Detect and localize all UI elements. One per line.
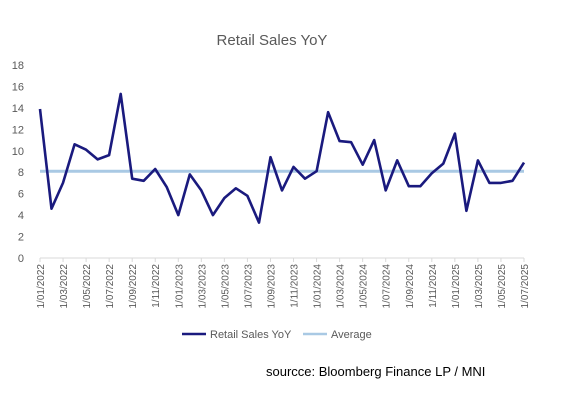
x-tick-label: 1/09/2023: [266, 264, 277, 309]
x-tick-label: 1/05/2025: [497, 264, 508, 309]
plot-series: [38, 92, 526, 224]
y-tick-label: 10: [12, 146, 24, 158]
y-tick-label: 6: [18, 189, 24, 201]
x-tick-label: 1/03/2023: [197, 264, 208, 309]
x-tick-label: 1/05/2023: [220, 264, 231, 309]
y-tick-label: 14: [12, 103, 24, 115]
x-tick-label: 1/03/2025: [474, 264, 485, 309]
x-tick-label: 1/11/2024: [428, 264, 439, 308]
x-tick-label: 1/11/2023: [290, 264, 301, 308]
x-axis: 1/01/2022 1/03/2022 1/05/2022 1/07/2022 1/09…: [36, 258, 531, 309]
legend-label-retail-sales: Retail Sales YoY: [210, 329, 292, 341]
x-tick-label: 1/01/2022: [36, 264, 47, 309]
x-tick-label: 1/11/2022: [151, 264, 162, 308]
y-tick-label: 18: [12, 60, 24, 72]
y-tick-label: 0: [18, 253, 24, 265]
x-tick-label: 1/05/2022: [82, 264, 93, 309]
source-note: sourcce: Bloomberg Finance LP / MNI: [266, 364, 486, 379]
legend: Retail Sales YoY Average: [182, 329, 372, 341]
y-tick-label: 8: [18, 167, 24, 179]
y-tick-label: 4: [18, 210, 24, 222]
x-tick-label: 1/09/2024: [405, 264, 416, 309]
x-tick-label: 1/01/2025: [451, 264, 462, 309]
chart-title: Retail Sales YoY: [217, 32, 328, 49]
x-tick-label: 1/05/2024: [359, 264, 370, 309]
y-tick-label: 2: [18, 232, 24, 244]
y-tick-label: 16: [12, 81, 24, 93]
x-tick-label: 1/09/2022: [128, 264, 139, 309]
y-tick-label: 12: [12, 124, 24, 136]
x-tick-label: 1/03/2024: [336, 264, 347, 309]
x-tick-label: 1/01/2023: [174, 264, 185, 309]
x-tick-label: 1/07/2023: [243, 264, 254, 309]
series-line-retail-sales: [38, 92, 526, 224]
x-tick-label: 1/03/2022: [59, 264, 70, 309]
x-tick-label: 1/07/2024: [382, 264, 393, 309]
x-tick-label: 1/07/2025: [520, 264, 531, 309]
x-tick-label: 1/01/2024: [313, 264, 324, 309]
y-axis: 0 2 4 6 8 10 12 14 16 18: [12, 60, 24, 265]
legend-label-average: Average: [331, 329, 372, 341]
x-tick-label: 1/07/2022: [105, 264, 116, 309]
